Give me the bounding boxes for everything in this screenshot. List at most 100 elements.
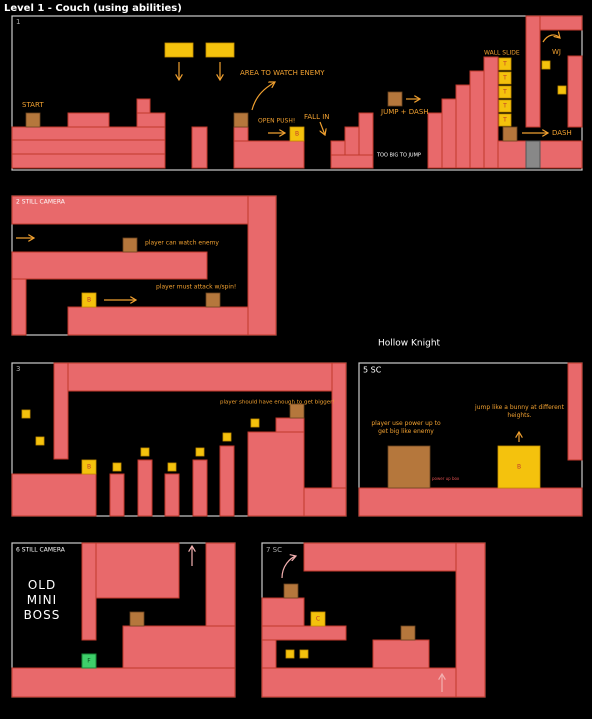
shape: [557, 85, 567, 95]
shape: [167, 462, 177, 472]
panel-5: 5 SC B player use power up to get big li…: [358, 362, 583, 517]
shape: [112, 462, 122, 472]
tag: T: [502, 61, 507, 68]
shape: [358, 487, 583, 517]
shape: jump like a bunny at different heights.: [475, 404, 564, 419]
shape: [191, 126, 208, 169]
shape: [344, 126, 360, 156]
shape: [195, 447, 205, 457]
tag: F: [87, 658, 91, 665]
shape: [11, 195, 249, 225]
shape: [455, 84, 471, 169]
shape: [319, 121, 325, 135]
shape: [358, 112, 374, 156]
shape: [251, 82, 275, 111]
shape: [137, 459, 153, 517]
shape: [53, 362, 69, 460]
shape: [109, 473, 125, 517]
shape: [310, 611, 326, 627]
shape: [25, 112, 41, 128]
shape: [261, 639, 277, 669]
note: DASH: [552, 129, 572, 137]
shape: [67, 112, 110, 128]
shape: [289, 126, 305, 142]
shape: [233, 112, 249, 128]
shape: [122, 237, 138, 253]
shape: [164, 473, 180, 517]
shape: [539, 15, 583, 31]
shape: [81, 459, 97, 475]
note: jump like a bunny at different heights.: [475, 404, 564, 419]
shape: [21, 409, 31, 419]
shape: [261, 625, 347, 641]
panel-label: 2 STILL CAMERA: [16, 199, 66, 206]
note: TOO BIG TO JUMP: [376, 153, 421, 159]
shape: [497, 445, 541, 489]
shape: [498, 113, 512, 127]
shape: [11, 153, 166, 169]
shape: [299, 649, 309, 659]
shape: [81, 542, 97, 641]
note: player must attack w/spin!: [156, 284, 236, 291]
shape: [525, 15, 541, 128]
panel-label: 1: [16, 18, 20, 26]
shape: [247, 431, 305, 517]
note: FALL IN: [304, 113, 330, 121]
note: OPEN PUSH!: [258, 118, 295, 125]
panel-label: 3: [16, 365, 20, 373]
note: player can watch enemy: [145, 240, 219, 247]
shape: [469, 70, 485, 169]
note: WJ: [552, 48, 561, 56]
shape: [441, 98, 457, 169]
shape: [285, 649, 295, 659]
shape: [122, 625, 236, 669]
shape: [400, 625, 416, 641]
shape: [67, 362, 333, 392]
shape: [67, 306, 249, 336]
panel-1: 1 B T T T T T START AREA TO WATCH ENEMY …: [11, 15, 583, 171]
shape: [81, 653, 97, 669]
note: player use power up to get big like enem…: [371, 420, 441, 435]
shape: [11, 278, 27, 336]
note: START: [22, 101, 44, 109]
tag: C: [316, 616, 320, 623]
shape: [483, 56, 499, 169]
shape: [140, 447, 150, 457]
tag: B: [295, 131, 299, 138]
shape: [81, 292, 97, 308]
note: AREA TO WATCH ENEMY: [240, 69, 325, 77]
shape: OLD MINI BOSS: [23, 578, 61, 622]
shape: [164, 42, 194, 58]
shape: [541, 60, 551, 70]
shape: [205, 292, 221, 308]
shape: [233, 140, 305, 169]
note: player should have enough to get bigger!: [220, 400, 335, 406]
shape: [136, 112, 166, 128]
note: OLD MINI BOSS: [23, 578, 61, 622]
note: JUMP + DASH: [380, 108, 429, 116]
shape: [250, 418, 260, 428]
shape: [542, 35, 560, 43]
tag: B: [87, 464, 91, 471]
shape: [567, 362, 583, 461]
shape: [275, 417, 305, 433]
shape: [498, 85, 512, 99]
shape: [192, 459, 208, 517]
shape: [330, 154, 374, 169]
shape: [498, 57, 512, 71]
shape: [387, 91, 403, 107]
shape: [303, 542, 457, 572]
shape: [387, 445, 431, 489]
shape: [247, 195, 277, 336]
shape: [205, 42, 235, 58]
shape: [281, 556, 296, 579]
tag: B: [87, 297, 91, 304]
shape: [525, 140, 541, 169]
tag: T: [502, 117, 507, 124]
tag: T: [502, 89, 507, 96]
shape: [283, 583, 299, 599]
shape: [502, 126, 518, 142]
shape: [233, 126, 249, 142]
shape: player use power up to get big like enem…: [371, 420, 441, 435]
